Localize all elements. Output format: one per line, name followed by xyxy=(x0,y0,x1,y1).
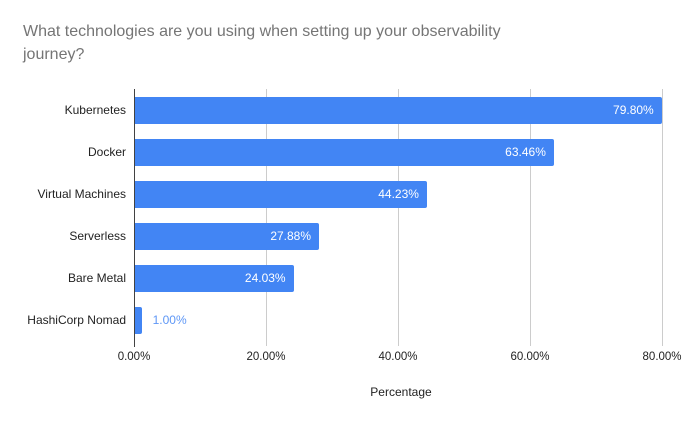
gridline xyxy=(662,89,664,346)
bar[interactable] xyxy=(135,306,142,334)
bar-value-label: 79.80% xyxy=(613,102,654,117)
category-label: Virtual Machines xyxy=(37,187,127,201)
x-axis-title: Percentage xyxy=(370,385,432,399)
gridline xyxy=(530,89,532,346)
bar-value-label: 24.03% xyxy=(244,270,286,285)
bar[interactable]: 27.88% xyxy=(135,222,320,250)
x-tick-label: 80.00% xyxy=(642,351,682,363)
category-label: Kubernetes xyxy=(64,103,126,117)
bar[interactable]: 44.23% xyxy=(135,180,427,208)
bar[interactable]: 63.46% xyxy=(135,138,554,166)
bar-value-label: 27.88% xyxy=(270,228,312,243)
x-tick-label: 40.00% xyxy=(378,351,418,363)
bar[interactable]: 24.03% xyxy=(135,264,294,292)
gridline xyxy=(398,89,400,346)
plot-area: Percentage 0.00% 20.00% 40.00% 60.00% 80.00%… xyxy=(27,89,682,399)
bar-value-label: 63.46% xyxy=(505,144,546,159)
gridline xyxy=(266,89,267,346)
x-tick-label: 60.00% xyxy=(510,351,550,363)
category-label: HashiCorp Nomad xyxy=(27,313,126,327)
x-tick-label: 0.00% xyxy=(117,351,151,363)
bar-row: Serverless 27.88% xyxy=(69,215,668,257)
category-label: Serverless xyxy=(69,229,126,243)
y-axis-line xyxy=(134,89,135,347)
bar-row: Kubernetes 79.80% xyxy=(65,89,668,131)
bar-row: Virtual Machines 44.23% xyxy=(38,173,668,215)
bar-row: Docker 63.46% xyxy=(88,131,668,173)
bar-value-label: 1.00% xyxy=(152,312,187,327)
chart-title: What technologies are you using when set… xyxy=(23,23,501,63)
bar[interactable]: 79.80% xyxy=(135,96,662,124)
category-label: Docker xyxy=(87,145,126,159)
bar-row: HashiCorp Nomad 1.00% xyxy=(27,299,668,341)
category-label: Bare Metal xyxy=(67,271,126,285)
x-tick-label: 20.00% xyxy=(246,351,286,363)
bar-value-label: 44.23% xyxy=(378,186,419,201)
bar-row: Bare Metal 24.03% xyxy=(68,257,668,299)
